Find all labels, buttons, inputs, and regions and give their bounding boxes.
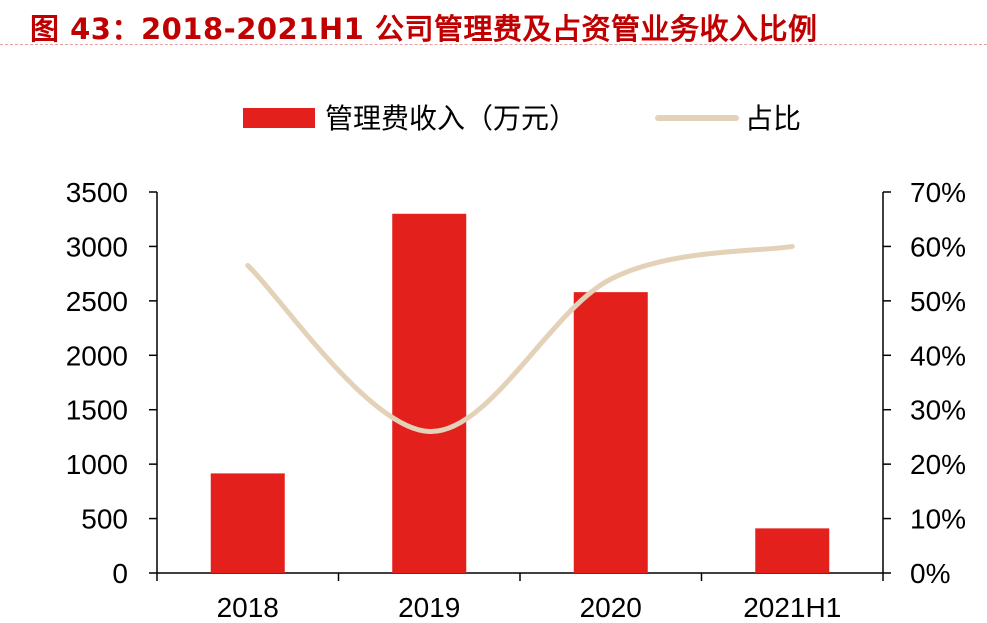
x-tick-label: 2019 (398, 592, 460, 623)
y-left-tick-label: 0 (112, 558, 128, 589)
y-left-tick-label: 3000 (66, 231, 128, 262)
chart-title: 图 43：2018-2021H1 公司管理费及占资管业务收入比例 (30, 12, 818, 46)
x-tick-label: 2021H1 (743, 592, 841, 623)
legend-label-line: 占比 (745, 102, 801, 135)
y-left-tick-label: 2500 (66, 286, 128, 317)
y-right-tick-label: 10% (910, 504, 966, 535)
bar (573, 292, 648, 573)
legend-swatch-bar (243, 108, 315, 128)
bar-series (210, 213, 830, 573)
y-left-tick-label: 2000 (66, 340, 128, 371)
y-right-tick-label: 50% (910, 286, 966, 317)
y-right-tick-label: 70% (910, 177, 966, 208)
bar (210, 473, 285, 573)
y-right-tick-label: 0% (910, 558, 950, 589)
legend: 管理费收入（万元） 占比 (243, 102, 801, 135)
y-left-tick-label: 3500 (66, 177, 128, 208)
line-series (245, 243, 795, 434)
title-row: 图 43：2018-2021H1 公司管理费及占资管业务收入比例 (0, 0, 987, 46)
series-line (245, 243, 795, 434)
legend-label-bar: 管理费收入（万元） (325, 102, 577, 135)
x-tick-label: 2020 (580, 592, 642, 623)
y-right-tick-label: 30% (910, 395, 966, 426)
x-tick-label: 2018 (217, 592, 279, 623)
y-left-tick-label: 500 (81, 504, 128, 535)
y-right-tick-label: 20% (910, 449, 966, 480)
y-right-tick-label: 60% (910, 231, 966, 262)
y-right-tick-label: 40% (910, 340, 966, 371)
bar (755, 528, 830, 573)
title-divider (0, 44, 987, 45)
tick-labels: 0 500 1000 1500 2000 2500 3000 3500 0% 10% 20% 30% 4… (66, 177, 966, 623)
y-left-tick-label: 1000 (66, 449, 128, 480)
y-left-tick-label: 1500 (66, 395, 128, 426)
bar (392, 213, 467, 573)
